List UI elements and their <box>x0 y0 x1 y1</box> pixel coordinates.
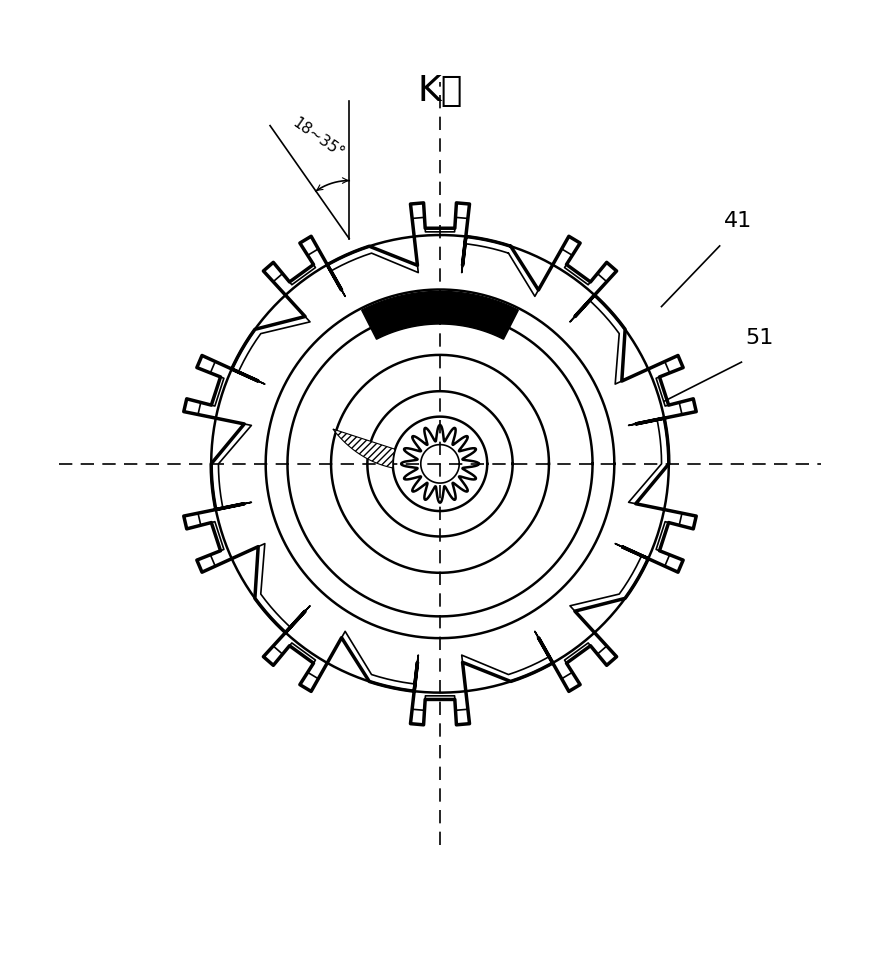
Text: 18~35°: 18~35° <box>290 115 347 161</box>
Text: 41: 41 <box>723 211 752 231</box>
Text: K向: K向 <box>417 74 463 108</box>
Polygon shape <box>362 291 518 339</box>
Text: 51: 51 <box>745 328 774 348</box>
Polygon shape <box>333 429 395 468</box>
